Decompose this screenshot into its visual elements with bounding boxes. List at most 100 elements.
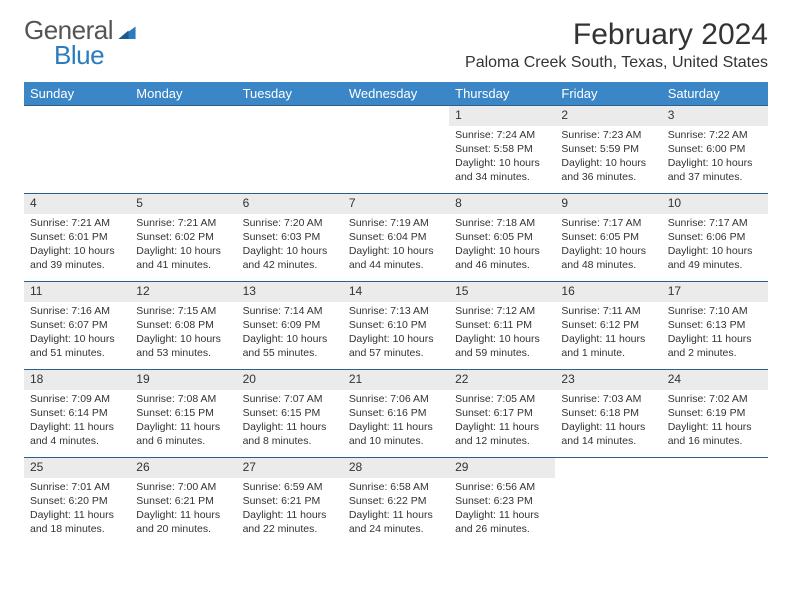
day-number: 5: [130, 194, 236, 214]
daylight-text: Daylight: 10 hours and 37 minutes.: [668, 156, 762, 184]
daylight-text: Daylight: 11 hours and 8 minutes.: [243, 420, 337, 448]
daylight-text: Daylight: 11 hours and 1 minute.: [561, 332, 655, 360]
day-detail: Sunrise: 7:17 AMSunset: 6:06 PMDaylight:…: [662, 214, 768, 277]
day-number: 15: [449, 282, 555, 302]
sunset-text: Sunset: 6:17 PM: [455, 406, 549, 420]
sunset-text: Sunset: 6:07 PM: [30, 318, 124, 332]
day-number: 2: [555, 106, 661, 126]
sunset-text: Sunset: 6:01 PM: [30, 230, 124, 244]
day-detail: Sunrise: 7:21 AMSunset: 6:01 PMDaylight:…: [24, 214, 130, 277]
sunset-text: Sunset: 6:05 PM: [455, 230, 549, 244]
weekday-header: Monday: [130, 82, 236, 106]
calendar-day-cell: 13Sunrise: 7:14 AMSunset: 6:09 PMDayligh…: [237, 282, 343, 370]
daylight-text: Daylight: 10 hours and 42 minutes.: [243, 244, 337, 272]
calendar-day-cell: 10Sunrise: 7:17 AMSunset: 6:06 PMDayligh…: [662, 194, 768, 282]
brand-part2: Blue: [24, 40, 104, 70]
brand-logo: GeneralBlue: [24, 18, 137, 67]
sunset-text: Sunset: 5:58 PM: [455, 142, 549, 156]
sunset-text: Sunset: 6:09 PM: [243, 318, 337, 332]
day-detail: Sunrise: 7:20 AMSunset: 6:03 PMDaylight:…: [237, 214, 343, 277]
day-number: 6: [237, 194, 343, 214]
day-number: 13: [237, 282, 343, 302]
daylight-text: Daylight: 11 hours and 4 minutes.: [30, 420, 124, 448]
day-number: 7: [343, 194, 449, 214]
sunrise-text: Sunrise: 7:02 AM: [668, 392, 762, 406]
sunrise-text: Sunrise: 7:21 AM: [136, 216, 230, 230]
sunrise-text: Sunrise: 7:14 AM: [243, 304, 337, 318]
day-number: 12: [130, 282, 236, 302]
daylight-text: Daylight: 11 hours and 2 minutes.: [668, 332, 762, 360]
sunrise-text: Sunrise: 6:56 AM: [455, 480, 549, 494]
day-detail: Sunrise: 7:07 AMSunset: 6:15 PMDaylight:…: [237, 390, 343, 453]
daylight-text: Daylight: 10 hours and 46 minutes.: [455, 244, 549, 272]
sunrise-text: Sunrise: 7:24 AM: [455, 128, 549, 142]
calendar-day-cell: 19Sunrise: 7:08 AMSunset: 6:15 PMDayligh…: [130, 370, 236, 458]
calendar-day-cell: 14Sunrise: 7:13 AMSunset: 6:10 PMDayligh…: [343, 282, 449, 370]
day-detail: Sunrise: 7:03 AMSunset: 6:18 PMDaylight:…: [555, 390, 661, 453]
calendar-week-row: 11Sunrise: 7:16 AMSunset: 6:07 PMDayligh…: [24, 282, 768, 370]
calendar-day-cell: 24Sunrise: 7:02 AMSunset: 6:19 PMDayligh…: [662, 370, 768, 458]
calendar-day-cell: 11Sunrise: 7:16 AMSunset: 6:07 PMDayligh…: [24, 282, 130, 370]
daylight-text: Daylight: 10 hours and 55 minutes.: [243, 332, 337, 360]
calendar-day-cell: [130, 106, 236, 194]
sunrise-text: Sunrise: 7:00 AM: [136, 480, 230, 494]
sunset-text: Sunset: 5:59 PM: [561, 142, 655, 156]
daylight-text: Daylight: 11 hours and 22 minutes.: [243, 508, 337, 536]
sunrise-text: Sunrise: 7:09 AM: [30, 392, 124, 406]
day-number: 18: [24, 370, 130, 390]
calendar-week-row: 1Sunrise: 7:24 AMSunset: 5:58 PMDaylight…: [24, 106, 768, 194]
calendar-day-cell: 16Sunrise: 7:11 AMSunset: 6:12 PMDayligh…: [555, 282, 661, 370]
day-detail: Sunrise: 7:00 AMSunset: 6:21 PMDaylight:…: [130, 478, 236, 541]
day-number: 8: [449, 194, 555, 214]
day-number: 9: [555, 194, 661, 214]
sunset-text: Sunset: 6:22 PM: [349, 494, 443, 508]
day-number: 25: [24, 458, 130, 478]
calendar-day-cell: 21 Sunrise: 7:06 AMSunset: 6:16 PMDayligh…: [343, 370, 449, 458]
day-number: 11: [24, 282, 130, 302]
calendar-day-cell: 27Sunrise: 6:59 AMSunset: 6:21 PMDayligh…: [237, 458, 343, 546]
weekday-header: Sunday: [24, 82, 130, 106]
calendar-day-cell: 4Sunrise: 7:21 AMSunset: 6:01 PMDaylight…: [24, 194, 130, 282]
calendar-day-cell: 28Sunrise: 6:58 AMSunset: 6:22 PMDayligh…: [343, 458, 449, 546]
day-number: 22: [449, 370, 555, 390]
sunset-text: Sunset: 6:04 PM: [349, 230, 443, 244]
day-detail: Sunrise: 7:18 AMSunset: 6:05 PMDaylight:…: [449, 214, 555, 277]
calendar-day-cell: 5Sunrise: 7:21 AMSunset: 6:02 PMDaylight…: [130, 194, 236, 282]
day-number: 1: [449, 106, 555, 126]
calendar-day-cell: 23Sunrise: 7:03 AMSunset: 6:18 PMDayligh…: [555, 370, 661, 458]
day-number: 28: [343, 458, 449, 478]
sunrise-text: Sunrise: 7:23 AM: [561, 128, 655, 142]
sunrise-text: Sunrise: 7:05 AM: [455, 392, 549, 406]
calendar-day-cell: 22 Sunrise: 7:05 AMSunset: 6:17 PMDayligh…: [449, 370, 555, 458]
daylight-text: Daylight: 11 hours and 10 minutes.: [349, 420, 443, 448]
daylight-text: Daylight: 11 hours and 12 minutes.: [455, 420, 549, 448]
sunrise-text: Sunrise: 7:17 AM: [668, 216, 762, 230]
sunset-text: Sunset: 6:21 PM: [243, 494, 337, 508]
sunset-text: Sunset: 6:10 PM: [349, 318, 443, 332]
calendar-day-cell: 15Sunrise: 7:12 AMSunset: 6:11 PMDayligh…: [449, 282, 555, 370]
daylight-text: Daylight: 11 hours and 18 minutes.: [30, 508, 124, 536]
day-detail: Sunrise: 7:24 AMSunset: 5:58 PMDaylight:…: [449, 126, 555, 189]
daylight-text: Daylight: 10 hours and 39 minutes.: [30, 244, 124, 272]
sunrise-text: Sunrise: 6:59 AM: [243, 480, 337, 494]
sunrise-text: Sunrise: 7:13 AM: [349, 304, 443, 318]
day-number: 21: [343, 370, 449, 390]
weekday-header: Tuesday: [237, 82, 343, 106]
sunset-text: Sunset: 6:16 PM: [349, 406, 443, 420]
sunrise-text: Sunrise: 7:01 AM: [30, 480, 124, 494]
calendar-day-cell: 3Sunrise: 7:22 AMSunset: 6:00 PMDaylight…: [662, 106, 768, 194]
sunrise-text: Sunrise: 6:58 AM: [349, 480, 443, 494]
location: Paloma Creek South, Texas, United States: [465, 54, 768, 72]
day-detail: Sunrise: 7:17 AMSunset: 6:05 PMDaylight:…: [555, 214, 661, 277]
day-number: 24: [662, 370, 768, 390]
calendar-day-cell: 25Sunrise: 7:01 AMSunset: 6:20 PMDayligh…: [24, 458, 130, 546]
day-detail: Sunrise: 6:58 AMSunset: 6:22 PMDaylight:…: [343, 478, 449, 541]
sunrise-text: Sunrise: 7:12 AM: [455, 304, 549, 318]
day-number: 16: [555, 282, 661, 302]
sunrise-text: Sunrise: 7:07 AM: [243, 392, 337, 406]
calendar-day-cell: [24, 106, 130, 194]
day-number: 29: [449, 458, 555, 478]
sunrise-text: Sunrise: 7:06 AM: [349, 392, 443, 406]
day-detail: Sunrise: 7:14 AMSunset: 6:09 PMDaylight:…: [237, 302, 343, 365]
day-detail: Sunrise: 7:13 AMSunset: 6:10 PMDaylight:…: [343, 302, 449, 365]
